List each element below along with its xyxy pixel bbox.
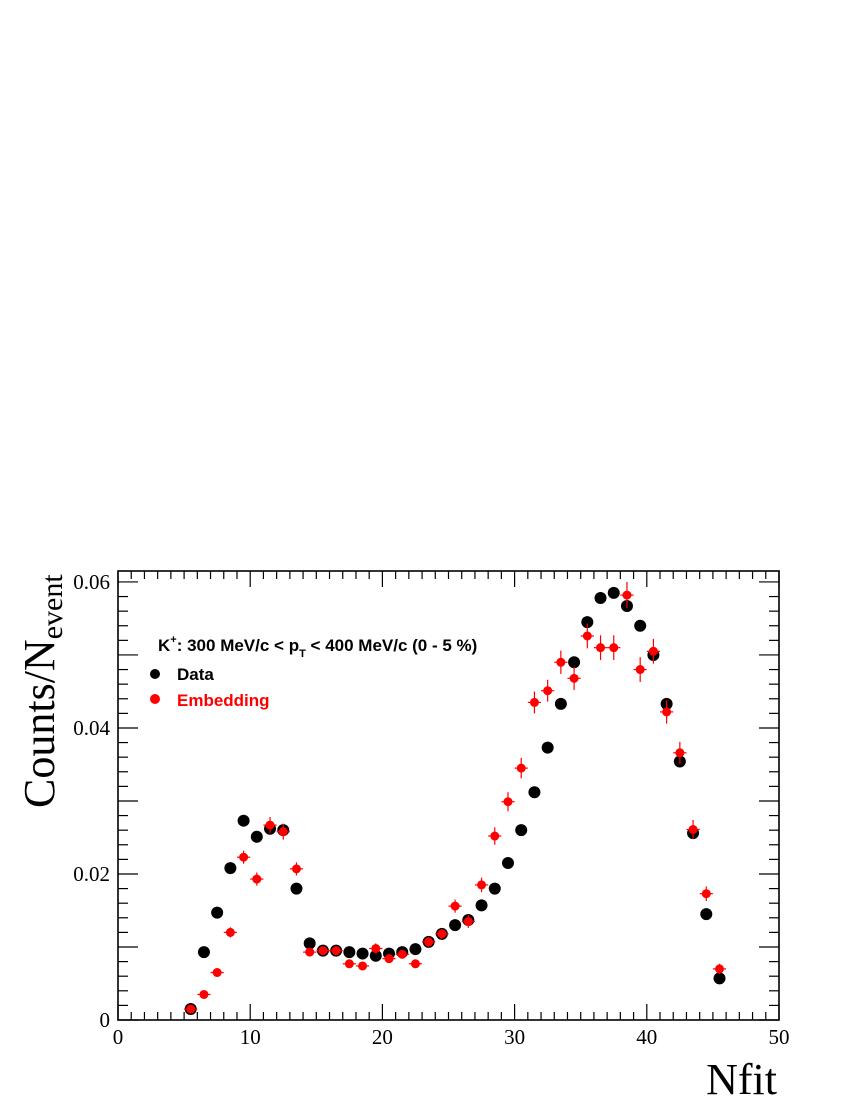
series-embedding — [184, 581, 727, 1014]
embedding-point — [371, 943, 381, 953]
data-point — [224, 862, 237, 875]
embedding-point — [463, 916, 473, 926]
data-point — [488, 882, 501, 895]
embedding-point — [688, 824, 698, 834]
embedding-point — [278, 827, 288, 837]
embedding-point — [477, 880, 487, 890]
data-point — [581, 616, 594, 629]
embedding-point — [424, 937, 434, 947]
data-point — [449, 919, 462, 932]
data-point — [713, 972, 726, 985]
y-axis-title-main: Counts/N — [15, 639, 64, 808]
data-point — [409, 943, 422, 956]
embedding-point — [318, 946, 328, 956]
embedding-point — [265, 820, 275, 830]
annotation-charge: + — [170, 634, 176, 646]
data-point — [554, 697, 567, 710]
embedding-point — [225, 927, 235, 937]
data-point — [501, 857, 514, 870]
embedding-point — [569, 673, 579, 683]
data-point — [250, 830, 263, 843]
embedding-point — [305, 947, 315, 957]
y-tick-label: 0.06 — [73, 570, 110, 594]
plot-frame — [117, 570, 780, 1021]
embedding-point — [701, 889, 711, 899]
legend-marker-embedding — [150, 694, 160, 704]
chart-annotation: K+: 300 MeV/c < pT < 400 MeV/c (0 - 5 %) — [158, 634, 477, 660]
embedding-point — [622, 590, 632, 600]
embedding-point — [450, 901, 460, 911]
embedding-point — [331, 946, 341, 956]
y-axis-title-subscript: event — [36, 574, 69, 640]
embedding-point — [358, 961, 368, 971]
legend: Data Embedding — [150, 665, 270, 710]
data-point — [594, 592, 607, 605]
legend-label-embedding: Embedding — [177, 691, 270, 710]
embedding-point — [212, 968, 222, 978]
y-tick-label: 0.04 — [73, 716, 110, 740]
data-point — [541, 741, 554, 754]
embedding-point — [503, 797, 513, 807]
data-point — [634, 619, 647, 632]
y-tick-label: 0.02 — [73, 862, 110, 886]
data-point — [303, 937, 316, 950]
embedding-point — [186, 1004, 196, 1014]
data-point — [369, 949, 382, 962]
embedding-point — [556, 657, 566, 667]
y-axis-title: Counts/Nevent — [15, 574, 69, 808]
annotation-text-pre: : 300 MeV/c < p — [177, 636, 299, 655]
data-point — [290, 882, 303, 895]
y-tick-label: 0 — [100, 1008, 111, 1032]
embedding-point — [437, 929, 447, 939]
embedding-point — [384, 954, 394, 964]
data-point — [211, 906, 224, 919]
data-point — [607, 586, 620, 599]
x-tick-label: 0 — [113, 1025, 124, 1049]
x-tick-label: 30 — [504, 1025, 525, 1049]
embedding-point — [344, 959, 354, 969]
data-point — [197, 946, 210, 959]
x-axis-title: Nfit — [706, 1055, 777, 1100]
data-point — [515, 824, 528, 837]
data-point — [568, 656, 581, 669]
data-point — [528, 786, 541, 799]
x-tick-label: 20 — [372, 1025, 393, 1049]
embedding-point — [516, 763, 526, 773]
embedding-point — [529, 697, 539, 707]
embedding-point — [675, 748, 685, 758]
data-point — [356, 947, 369, 960]
embedding-point — [490, 831, 500, 841]
embedding-point — [648, 646, 658, 656]
embedding-point — [609, 643, 619, 653]
data-point — [343, 946, 356, 959]
x-tick-label: 10 — [240, 1025, 261, 1049]
embedding-point — [199, 989, 209, 999]
embedding-point — [291, 864, 301, 874]
data-points — [184, 581, 727, 1016]
embedding-point — [596, 643, 606, 653]
x-tick-label: 50 — [769, 1025, 790, 1049]
embedding-point — [635, 665, 645, 675]
annotation-subscript: T — [299, 648, 306, 660]
legend-marker-data — [150, 669, 160, 679]
x-tick-label: 40 — [636, 1025, 657, 1049]
embedding-point — [715, 964, 725, 974]
legend-label-data: Data — [177, 665, 214, 684]
y-tick-labels: 0 0.02 0.04 0.06 — [73, 570, 110, 1032]
embedding-point — [582, 631, 592, 641]
embedding-point — [252, 874, 262, 884]
x-tick-labels: 0 10 20 30 40 50 — [113, 1025, 790, 1049]
embedding-point — [397, 949, 407, 959]
annotation-text-post: < 400 MeV/c (0 - 5 %) — [306, 636, 478, 655]
embedding-point — [543, 686, 553, 696]
data-point — [237, 814, 250, 827]
data-point — [700, 908, 713, 921]
data-point — [475, 899, 488, 912]
embedding-point — [239, 852, 249, 862]
embedding-point — [410, 959, 420, 969]
annotation-particle: K — [158, 636, 171, 655]
embedding-point — [662, 707, 672, 717]
